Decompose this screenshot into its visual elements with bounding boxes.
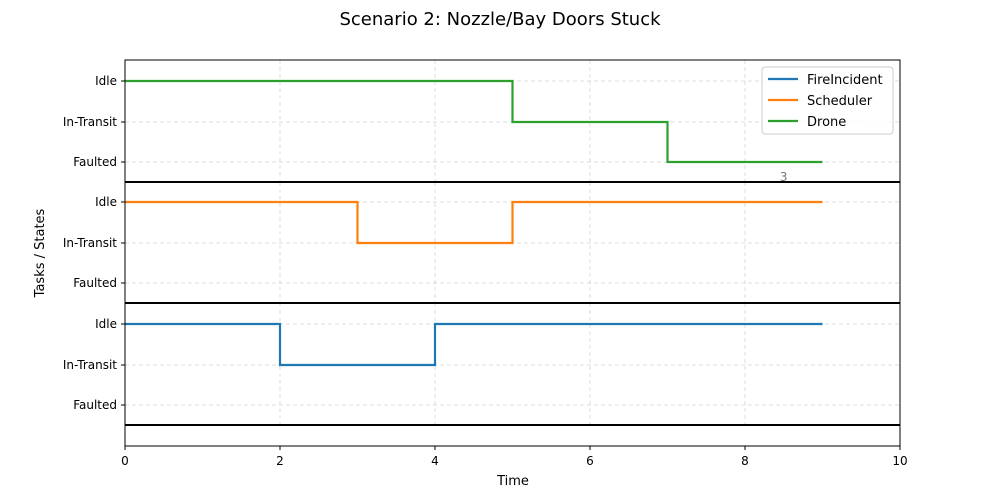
legend: FireIncident Scheduler Drone bbox=[761, 66, 894, 135]
y-tick-label: Idle bbox=[95, 195, 117, 209]
y-tick-label: In-Transit bbox=[63, 115, 117, 129]
x-tick-label: 6 bbox=[586, 454, 594, 468]
x-tick-label: 0 bbox=[121, 454, 129, 468]
series-line-drone bbox=[125, 79, 823, 164]
annotation-label: 3 bbox=[780, 170, 788, 184]
legend-label: FireIncident bbox=[807, 73, 883, 88]
y-tick-label: Faulted bbox=[73, 398, 117, 412]
y-tick-label: Idle bbox=[95, 74, 117, 88]
x-tick-label: 4 bbox=[431, 454, 439, 468]
y-tick-label: In-Transit bbox=[63, 358, 117, 372]
x-tick-label: 10 bbox=[892, 454, 907, 468]
y-axis-label: Tasks / States bbox=[33, 208, 48, 298]
x-axis-label: Time bbox=[496, 474, 529, 489]
y-tick-label: Faulted bbox=[73, 155, 117, 169]
y-tick-label: Faulted bbox=[73, 276, 117, 290]
legend-label: Drone bbox=[807, 115, 846, 130]
legend-box bbox=[761, 66, 894, 135]
chart-title: Scenario 2: Nozzle/Bay Doors Stuck bbox=[339, 9, 661, 30]
x-tick-label: 2 bbox=[276, 454, 284, 468]
x-tick-label: 8 bbox=[741, 454, 749, 468]
series-line-fireincident bbox=[125, 322, 823, 367]
y-tick-label: Idle bbox=[95, 317, 117, 331]
series-line-scheduler bbox=[125, 200, 823, 245]
y-tick-label: In-Transit bbox=[63, 236, 117, 250]
legend-label: Scheduler bbox=[807, 94, 873, 109]
plot-area: Idle In-Transit Faulted Idle In-Transit Fault… bbox=[63, 59, 908, 468]
